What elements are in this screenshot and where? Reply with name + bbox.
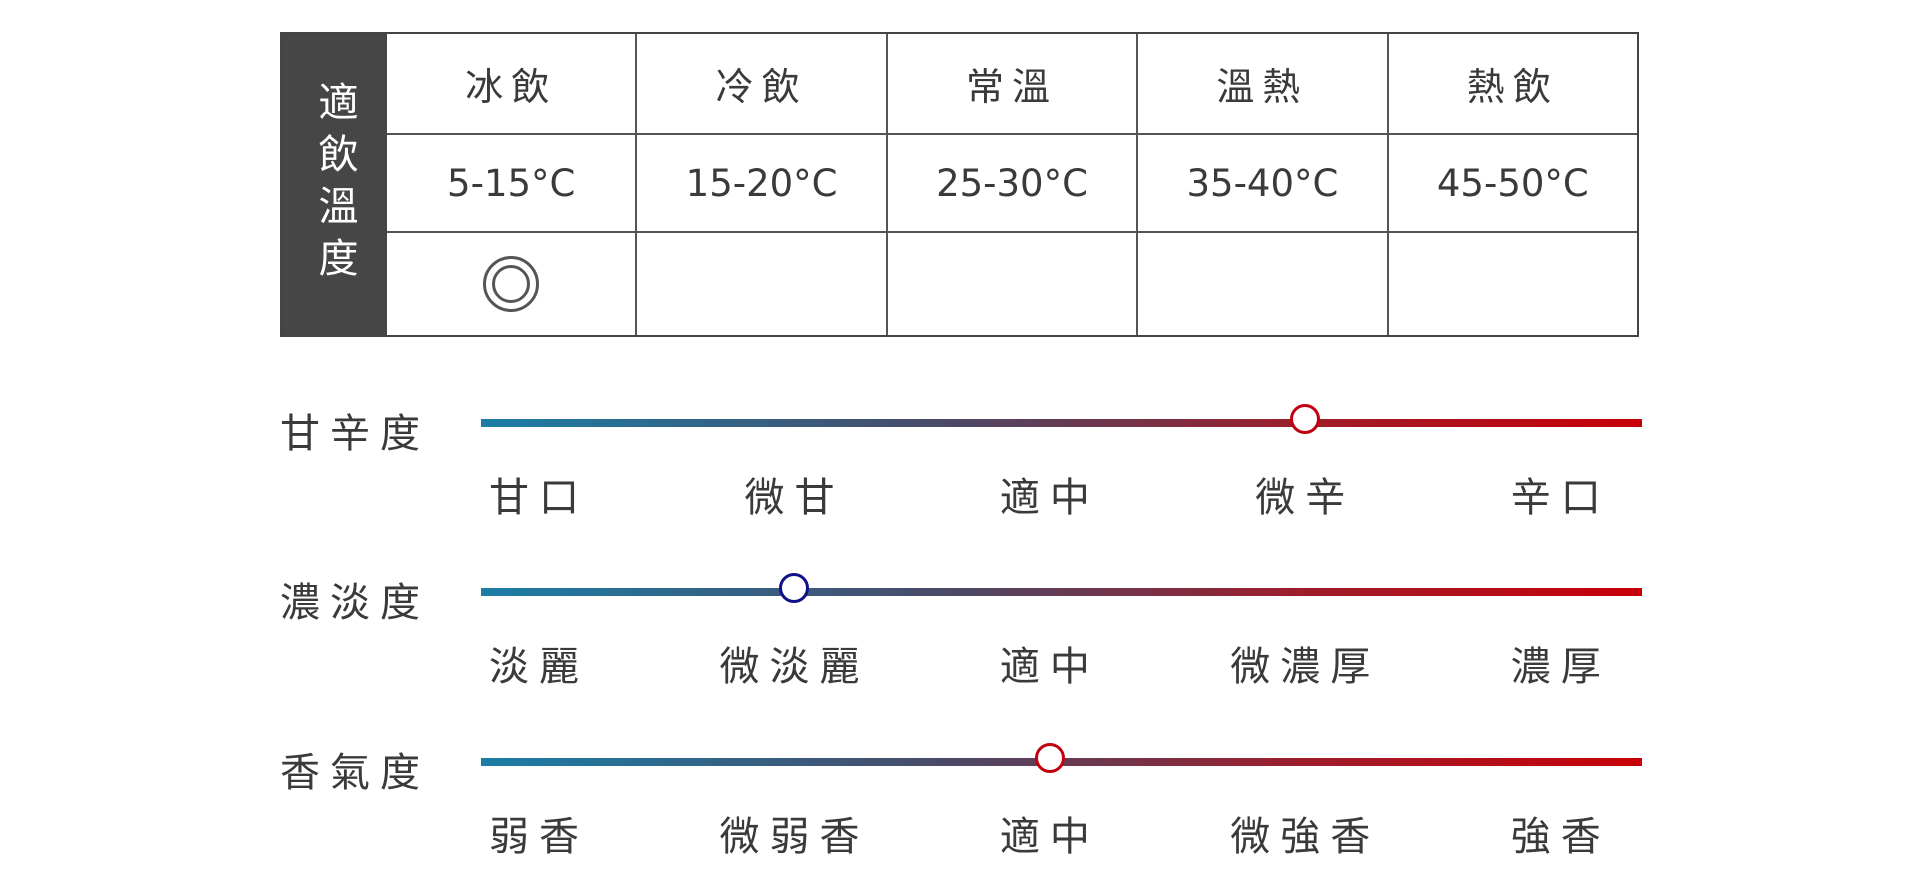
scale-tick-label: 微強香 (1230, 814, 1381, 860)
table-header: 適飲溫度 (311, 80, 358, 289)
temperature-column: 熱飲 45-50°C (1386, 34, 1638, 335)
table-header-cell: 適飲溫度 (282, 34, 387, 335)
scale-tick-label: 微辛 (1255, 475, 1356, 521)
temperature-column: 冰飲 5-15°C (387, 34, 636, 335)
scale-tick-label: 濃厚 (1510, 644, 1611, 690)
scale-tick-label: 強香 (1510, 814, 1611, 860)
temperature-name: 溫熱 (1138, 34, 1387, 135)
scale-tick-label: 適中 (999, 644, 1100, 690)
temperature-name: 冰飲 (387, 34, 636, 135)
recommend-cell (387, 233, 635, 335)
double-circle-icon (483, 256, 540, 312)
scale-tick-label: 甘口 (489, 475, 590, 521)
recommend-cell (888, 233, 1136, 335)
recommend-cell (1389, 233, 1637, 335)
temperature-column: 常溫 25-30°C (885, 34, 1137, 335)
scale-label: 甘辛度 (280, 411, 430, 457)
temperature-column: 冷飲 15-20°C (635, 34, 886, 335)
temperature-name: 冷飲 (637, 34, 886, 135)
scale-tick-label: 微濃厚 (1230, 644, 1381, 690)
temperature-range: 5-15°C (387, 135, 636, 233)
scale-tick-label: 微淡麗 (719, 644, 870, 690)
gradient-track (481, 573, 1642, 603)
scale-tick-label: 適中 (999, 814, 1100, 860)
temperature-column: 溫熱 35-40°C (1136, 34, 1387, 335)
recommend-cell (637, 233, 885, 335)
temperature-name: 熱飲 (1388, 34, 1638, 135)
scale-tick-label: 弱香 (489, 814, 590, 860)
temperature-name: 常溫 (887, 34, 1137, 135)
recommend-cell (1138, 233, 1386, 335)
scale-slider: 香氣度 弱香 微弱香 適中 微強香 強香 (280, 743, 1642, 862)
gradient-track (481, 404, 1642, 434)
scale-tick-label: 微甘 (744, 475, 845, 521)
scale-tick-label: 微弱香 (719, 814, 870, 860)
temperature-range: 35-40°C (1138, 135, 1387, 233)
drinking-temperature-table: 適飲溫度 冰飲 5-15°C 冷飲 15-20°C 常溫 25-30°C 溫熱 … (280, 32, 1639, 337)
temperature-range: 45-50°C (1388, 135, 1638, 233)
scale-slider: 濃淡度 淡麗 微淡麗 適中 微濃厚 濃厚 (280, 573, 1642, 692)
scale-marker (1034, 743, 1065, 773)
gradient-track (481, 743, 1642, 773)
scale-marker (779, 573, 810, 603)
scale-tick-label: 適中 (999, 475, 1100, 521)
scale-tick-label: 淡麗 (489, 644, 590, 690)
temperature-range: 15-20°C (637, 135, 886, 233)
scale-slider: 甘辛度 甘口 微甘 適中 微辛 辛口 (280, 404, 1642, 523)
temperature-range: 25-30°C (887, 135, 1137, 233)
scale-label: 濃淡度 (280, 580, 430, 626)
scale-marker (1290, 404, 1321, 434)
scale-label: 香氣度 (280, 750, 430, 796)
scale-tick-label: 辛口 (1510, 475, 1611, 521)
